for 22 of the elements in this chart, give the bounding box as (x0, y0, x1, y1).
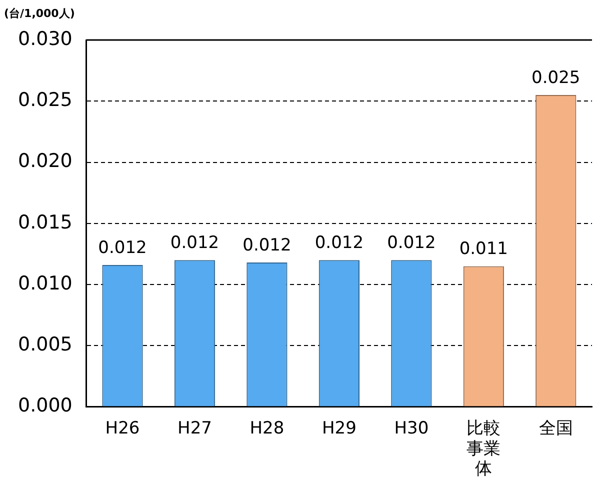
x-tick-label: H29 (322, 418, 356, 438)
x-tick-label: H27 (178, 418, 212, 438)
y-tick-label: 0.000 (18, 394, 72, 417)
x-tick-label: H30 (394, 418, 429, 438)
x-tick-label: H28 (250, 418, 284, 438)
x-tick-label: 全国 (538, 418, 573, 438)
y-tick-label: 0.020 (18, 150, 72, 172)
data-label: 0.012 (98, 238, 147, 258)
y-tick-label: 0.015 (18, 211, 72, 234)
x-tick-label: H26 (105, 418, 140, 438)
data-label: 0.012 (242, 235, 292, 256)
data-label: 0.012 (387, 233, 436, 253)
y-axis-title: (台/1,000人) (4, 6, 75, 21)
y-tick-label: 0.010 (18, 272, 72, 294)
y-tick-label: 0.025 (18, 89, 72, 112)
x-tick-label: 比較事業体 (466, 418, 501, 480)
data-label: 0.025 (532, 68, 580, 88)
y-tick-label: 0.005 (18, 334, 72, 356)
data-label: 0.011 (459, 239, 508, 260)
data-label: 0.012 (314, 233, 364, 253)
data-label: 0.012 (170, 233, 220, 253)
y-tick-label: 0.030 (18, 28, 72, 50)
